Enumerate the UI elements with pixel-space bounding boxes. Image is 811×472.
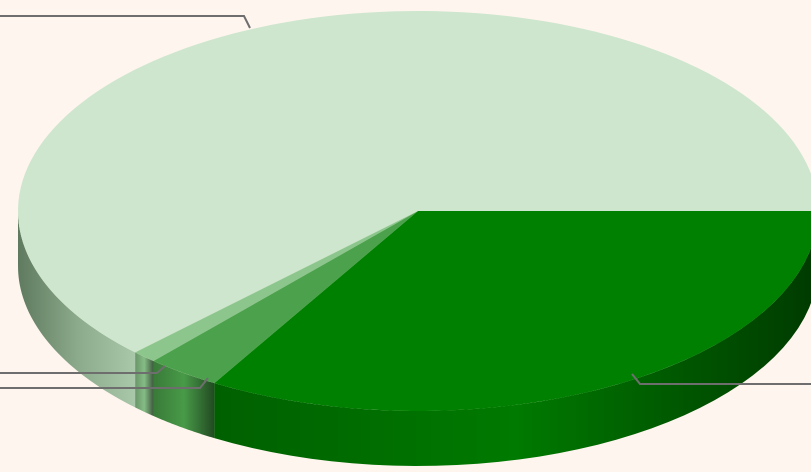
leader-line-1: [0, 365, 166, 374]
pie-sides: [18, 211, 811, 466]
pie-slice-2[interactable]: [153, 211, 419, 384]
pie-side-1: [135, 352, 154, 417]
pie-side-3: [214, 247, 811, 466]
pie-slice-3[interactable]: [214, 211, 811, 411]
leader-line-2: [0, 377, 209, 389]
leader-line-0: [0, 15, 251, 29]
pie-side-2: [153, 361, 215, 439]
pie-tops: [18, 11, 811, 411]
pie-side-0: [18, 211, 136, 408]
leader-line-3: [631, 373, 811, 385]
pie-slice-0[interactable]: [18, 11, 811, 353]
leader-lines: [0, 15, 811, 389]
pie-slice-1[interactable]: [135, 211, 418, 362]
